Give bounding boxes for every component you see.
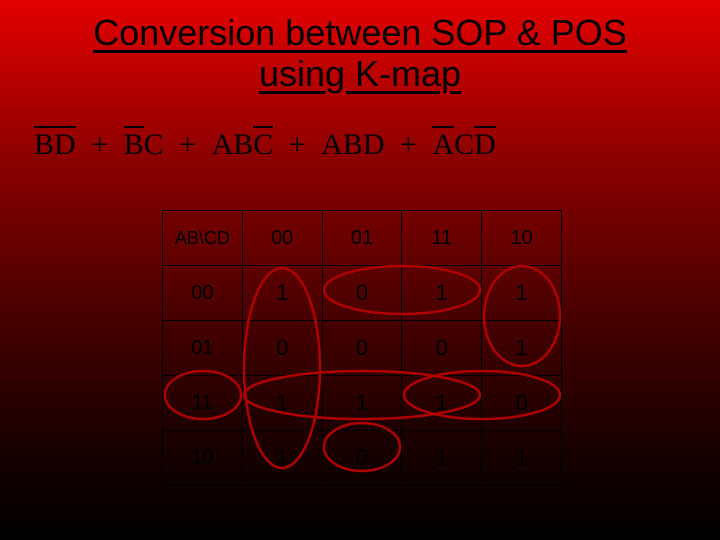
kmap-cell: 1	[402, 266, 482, 321]
kmap-cell: 1	[242, 266, 322, 321]
kmap-cell: 1	[322, 376, 402, 431]
kmap-col-header: 10	[482, 211, 562, 266]
plus-icon: +	[179, 128, 196, 162]
kmap-cell: 1	[482, 431, 562, 486]
kmap-col-header: 11	[402, 211, 482, 266]
kmap-row: 10 1 0 1 1	[163, 431, 562, 486]
plus-icon: +	[91, 128, 108, 162]
kmap-cell: 0	[482, 376, 562, 431]
kmap-cell: 1	[242, 376, 322, 431]
kmap-cell: 1	[402, 376, 482, 431]
kmap-cell: 0	[322, 266, 402, 321]
term-bd-bar: BD	[34, 128, 76, 162]
kmap-cell: 1	[402, 431, 482, 486]
kmap-table: AB\CD 00 01 11 10 00 1 0 1 1 01 0 0 0 1	[162, 210, 562, 486]
kmap-row: 00 1 0 1 1	[163, 266, 562, 321]
plus-icon: +	[400, 128, 417, 162]
title-line-2: using K-map	[259, 53, 461, 94]
kmap-col-header: 00	[242, 211, 322, 266]
kmap-row-header: 01	[163, 321, 243, 376]
kmap-cell: 0	[242, 321, 322, 376]
term-ab-cbar: ABC	[212, 128, 274, 162]
kmap-cell: 0	[402, 321, 482, 376]
slide-title: Conversion between SOP & POS using K-map	[0, 12, 720, 95]
term-abar-c-dbar: ACD	[432, 128, 495, 162]
kmap-row-header: 11	[163, 376, 243, 431]
term-abd: ABD	[321, 128, 384, 162]
kmap-cell: 0	[322, 431, 402, 486]
kmap-corner: AB\CD	[163, 211, 243, 266]
kmap-cell: 0	[322, 321, 402, 376]
kmap-row: 01 0 0 0 1	[163, 321, 562, 376]
kmap-cell: 1	[482, 266, 562, 321]
title-line-1: Conversion between SOP & POS	[93, 12, 627, 53]
kmap-row: 11 1 1 1 0	[163, 376, 562, 431]
term-bbar-c: BC	[124, 128, 164, 162]
kmap-row-header: 10	[163, 431, 243, 486]
kmap-header-row: AB\CD 00 01 11 10	[163, 211, 562, 266]
kmap-col-header: 01	[322, 211, 402, 266]
kmap-cell: 1	[242, 431, 322, 486]
kmap-cell: 1	[482, 321, 562, 376]
slide: Conversion between SOP & POS using K-map…	[0, 0, 720, 540]
kmap-container: AB\CD 00 01 11 10 00 1 0 1 1 01 0 0 0 1	[162, 210, 572, 486]
boolean-expression: BD + BC + ABC + ABD + ACD	[32, 128, 672, 176]
kmap-row-header: 00	[163, 266, 243, 321]
plus-icon: +	[289, 128, 306, 162]
